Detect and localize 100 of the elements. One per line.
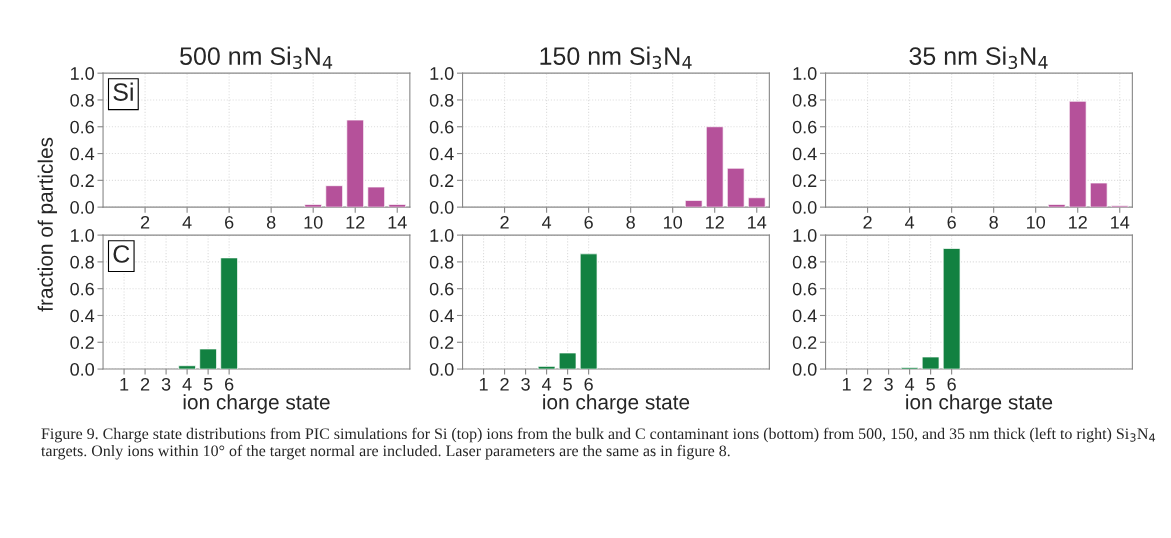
x-tick-label: 1 [479, 378, 488, 391]
x-tick-label: 2 [140, 377, 150, 391]
bar [705, 126, 724, 208]
bar [726, 167, 745, 208]
y-tick-label: 0.6 [70, 120, 94, 134]
x-tick-label: 10 [664, 215, 683, 229]
y-tick-label: 0.6 [70, 282, 94, 296]
x-tick-label: 8 [989, 215, 998, 229]
x-tick-label: 4 [182, 216, 192, 229]
bar [367, 186, 385, 208]
y-tick-label: 0.4 [70, 309, 95, 323]
bar [1068, 100, 1087, 208]
x-tick-label: 2 [500, 215, 509, 229]
x-tick-label: 14 [748, 216, 767, 229]
x-axis-title: ion charge state [543, 394, 690, 414]
x-tick-label: 3 [161, 377, 171, 391]
y-tick-label: 0.0 [792, 363, 817, 376]
y-tick-label: 1.0 [430, 229, 454, 242]
x-tick-label: 4 [182, 378, 192, 391]
y-tick-label: 0.2 [429, 336, 454, 349]
bar [304, 204, 322, 208]
bar [537, 366, 556, 370]
y-tick-label: 0.6 [429, 282, 454, 296]
x-tick-label: 5 [203, 378, 213, 391]
y-tick-label: 1.0 [793, 229, 817, 242]
x-tick-label: 6 [584, 377, 593, 391]
y-tick-label: 0.4 [429, 147, 454, 161]
y-tick-label: 0.4 [70, 147, 95, 161]
x-tick-label: 6 [225, 215, 234, 229]
y-tick-label: 1.0 [430, 67, 454, 80]
y-tick-label: 0.8 [70, 93, 94, 107]
x-tick-label: 4 [541, 216, 552, 229]
x-tick-label: 2 [500, 377, 509, 391]
y-tick-label: 0.0 [70, 201, 95, 214]
x-axis-title: ion charge state [906, 394, 1053, 414]
x-tick-label: 3 [521, 377, 530, 391]
y-tick-label: 0.2 [429, 174, 454, 188]
bar [178, 365, 196, 370]
chart-title: 35 nm Si$_{3}$N$_{4}$ [909, 46, 1048, 70]
y-tick-label: 0.6 [792, 282, 817, 296]
y-tick-label: 0.2 [70, 336, 94, 349]
bar [558, 352, 577, 370]
x-tick-label: 3 [884, 377, 893, 391]
y-tick-label: 0.2 [70, 174, 94, 188]
x-tick-label: 4 [905, 216, 915, 229]
bar [346, 119, 364, 208]
bar [1047, 204, 1066, 208]
y-tick-label: 0.0 [792, 201, 817, 214]
text: Figure 9. Charge state distributions from PIC simulations for Si (top) ions from the bulk and C contaminant ions (bottom) from 500, 150, and 35 nm thick (left to right) Si$_{3}$N$_{4}$ targets. Only ions within 10° of the target normal are included. Laser parameters are the same as in figure 8. [41, 427, 1156, 460]
x-axis-title: ion charge state [183, 394, 330, 414]
y-tick-label: 1.0 [70, 67, 95, 80]
y-tick-label: 0.0 [429, 201, 454, 214]
chart-title: 500 nm Si$_{3}$N$_{4}$ [180, 46, 333, 70]
y-tick-label: 0.6 [792, 120, 817, 134]
y-tick-label: 0.4 [792, 147, 817, 161]
x-tick-label: 10 [304, 215, 323, 229]
bar [684, 200, 703, 208]
x-tick-label: 8 [266, 215, 276, 229]
x-tick-label: 4 [541, 378, 552, 391]
x-tick-label: 6 [947, 215, 956, 229]
x-tick-label: 5 [926, 378, 935, 391]
y-tick-label: 0.8 [70, 255, 94, 269]
y-tick-label: 0.8 [429, 93, 454, 107]
y-tick-label: 0.0 [70, 363, 95, 376]
x-tick-label: 1 [120, 378, 129, 391]
y-tick-label: 1.0 [793, 67, 817, 80]
bar [747, 197, 766, 208]
bar [921, 356, 940, 370]
annotation: Si [113, 82, 133, 101]
y-tick-label: 0.2 [792, 336, 817, 349]
bar [325, 185, 343, 208]
annotation: C [113, 245, 130, 263]
x-tick-label: 4 [905, 378, 915, 391]
x-tick-label: 6 [947, 377, 956, 391]
bar [220, 257, 238, 370]
x-tick-label: 8 [626, 215, 635, 229]
x-tick-label: 2 [863, 215, 872, 229]
bar [388, 204, 406, 208]
x-tick-label: 2 [863, 377, 872, 391]
x-tick-label: 2 [140, 215, 150, 229]
y-tick-label: 0.6 [429, 120, 454, 134]
y-tick-label: 1.0 [70, 229, 95, 242]
x-tick-label: 14 [388, 216, 407, 229]
x-tick-label: 1 [842, 378, 851, 391]
bar [942, 248, 961, 370]
y-tick-label: 0.4 [792, 309, 817, 323]
y-tick-label: 0.0 [429, 363, 454, 376]
y-axis-title: fraction of particles [37, 137, 58, 312]
x-tick-label: 12 [706, 215, 724, 229]
x-tick-label: 14 [1111, 216, 1130, 229]
y-tick-label: 0.8 [429, 255, 454, 269]
x-tick-label: 12 [1069, 215, 1087, 229]
chart-title: 150 nm Si$_{3}$N$_{4}$ [540, 46, 692, 70]
x-tick-label: 12 [346, 215, 365, 229]
y-tick-label: 0.8 [792, 93, 817, 107]
bar [1089, 182, 1108, 208]
y-tick-label: 0.2 [792, 174, 817, 188]
y-tick-label: 0.4 [429, 309, 454, 323]
x-tick-label: 6 [225, 377, 234, 391]
x-tick-label: 5 [563, 378, 572, 391]
